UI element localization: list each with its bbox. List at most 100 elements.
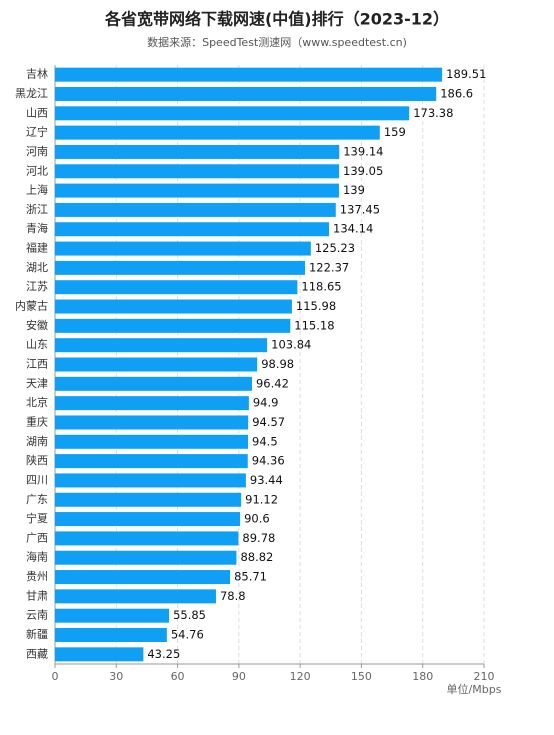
value-label: 139.05 <box>343 164 383 178</box>
value-label: 43.25 <box>147 647 180 661</box>
y-tick-label: 贵州 <box>26 570 48 583</box>
value-label: 94.5 <box>252 434 278 448</box>
value-label: 54.76 <box>171 628 204 642</box>
bar <box>55 183 339 198</box>
value-label: 137.45 <box>340 202 380 216</box>
value-label: 89.78 <box>242 531 275 545</box>
y-tick-label: 西藏 <box>26 647 48 660</box>
y-tick-label: 陕西 <box>26 453 48 467</box>
bar <box>55 202 336 217</box>
chart-subtitle: 数据来源：SpeedTest测速网（www.speedtest.cn) <box>147 35 407 49</box>
y-tick-label: 江苏 <box>26 280 48 293</box>
y-tick-label: 吉林 <box>26 67 48 81</box>
y-tick-label: 广东 <box>26 493 48 506</box>
value-label: 122.37 <box>309 260 349 274</box>
value-label: 118.65 <box>301 280 341 294</box>
value-label: 189.51 <box>446 67 486 81</box>
value-label: 115.18 <box>294 318 334 332</box>
y-tick-label: 新疆 <box>26 627 48 641</box>
bar <box>55 357 258 372</box>
bar <box>55 241 311 256</box>
y-tick-label: 四川 <box>26 473 48 486</box>
value-label: 90.6 <box>244 512 270 526</box>
x-tick-label: 30 <box>109 670 123 683</box>
value-label: 139.14 <box>343 144 383 158</box>
y-tick-label: 甘肃 <box>26 589 48 602</box>
bar <box>55 454 248 469</box>
y-tick-label: 江西 <box>26 358 48 371</box>
y-tick-label: 上海 <box>26 183 48 197</box>
x-tick-label: 0 <box>52 670 59 683</box>
value-label: 94.57 <box>252 415 285 429</box>
bar <box>55 647 144 662</box>
y-tick-label: 山东 <box>26 338 48 351</box>
y-tick-label: 云南 <box>26 609 48 622</box>
value-label: 55.85 <box>173 608 206 622</box>
bar <box>55 338 268 353</box>
y-tick-label: 青海 <box>26 221 48 235</box>
value-label: 98.98 <box>261 357 294 371</box>
bar <box>55 512 241 527</box>
x-tick-label: 120 <box>290 670 311 683</box>
value-label: 134.14 <box>333 222 373 236</box>
value-label: 96.42 <box>256 376 289 390</box>
bar <box>55 318 291 333</box>
bar <box>55 570 231 585</box>
value-label: 85.71 <box>234 570 267 584</box>
x-axis-label: 单位/Mbps <box>447 682 502 696</box>
value-label: 173.38 <box>413 106 453 120</box>
bar <box>55 492 242 507</box>
y-tick-label: 福建 <box>26 241 48 255</box>
y-tick-label: 黑龙江 <box>15 87 48 100</box>
y-tick-label: 重庆 <box>26 414 48 428</box>
y-tick-label: 天津 <box>26 377 48 390</box>
y-tick-label: 广西 <box>26 531 48 544</box>
value-label: 115.98 <box>296 299 336 313</box>
y-tick-label: 河北 <box>26 164 48 177</box>
bar <box>55 260 305 275</box>
y-tick-label: 湖南 <box>26 435 48 448</box>
chart-title: 各省宽带网络下载网速(中值)排行（2023-12） <box>104 10 449 29</box>
value-label: 103.84 <box>271 338 311 352</box>
bar <box>55 550 237 565</box>
x-tick-label: 210 <box>474 670 495 683</box>
x-tick-label: 60 <box>171 670 185 683</box>
y-tick-label: 河南 <box>26 145 48 158</box>
bar <box>55 415 249 430</box>
bar <box>55 164 340 179</box>
x-tick-label: 90 <box>232 670 246 683</box>
bar <box>55 222 330 237</box>
value-label: 139 <box>343 183 365 197</box>
value-label: 186.6 <box>440 86 473 100</box>
bar <box>55 396 249 411</box>
bar <box>55 434 249 449</box>
bar <box>55 280 298 295</box>
value-label: 88.82 <box>240 550 273 564</box>
bar <box>55 628 167 643</box>
value-label: 94.9 <box>253 396 279 410</box>
value-label: 91.12 <box>245 492 278 506</box>
bar <box>55 473 246 488</box>
bar <box>55 125 380 140</box>
y-tick-label: 浙江 <box>26 203 48 216</box>
bar <box>55 67 443 82</box>
value-label: 159 <box>384 125 406 139</box>
y-tick-label: 北京 <box>26 395 48 409</box>
bar <box>55 299 292 314</box>
value-label: 78.8 <box>220 589 246 603</box>
x-tick-label: 180 <box>412 670 433 683</box>
y-tick-label: 山西 <box>26 106 48 119</box>
bar <box>55 86 437 101</box>
y-tick-label: 湖北 <box>26 261 48 274</box>
y-tick-label: 海南 <box>26 550 48 564</box>
y-tick-label: 宁夏 <box>26 511 48 525</box>
y-tick-label: 内蒙古 <box>15 299 48 313</box>
bar <box>55 589 216 604</box>
value-label: 93.44 <box>250 473 283 487</box>
bar <box>55 106 410 121</box>
bar <box>55 608 170 623</box>
value-label: 94.36 <box>252 454 285 468</box>
bar <box>55 144 340 159</box>
value-label: 125.23 <box>315 241 355 255</box>
